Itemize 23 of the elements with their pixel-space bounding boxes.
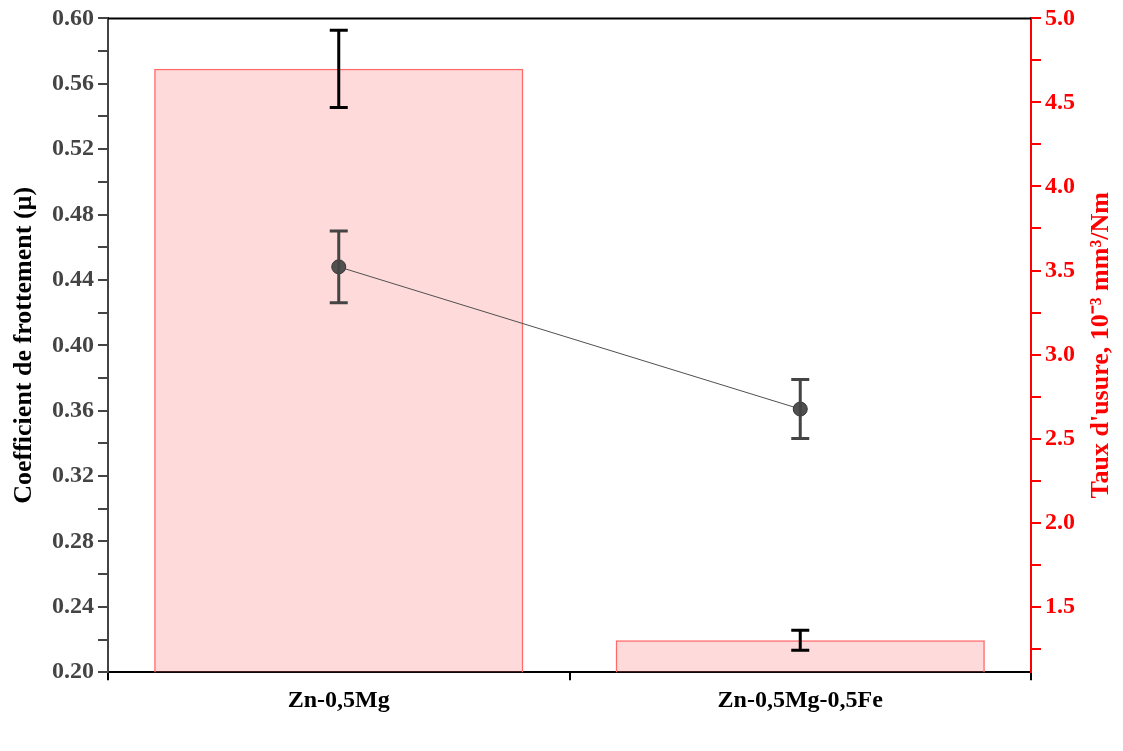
- y-tick-label: 0.40: [52, 330, 94, 357]
- y2-tick-label: 4.5: [1045, 87, 1075, 114]
- y2-tick-label: 1.5: [1045, 591, 1075, 618]
- y2-tick-label: 3.5: [1045, 255, 1075, 282]
- y-tick-label: 0.24: [52, 592, 94, 619]
- y2-tick-label: 4.0: [1045, 171, 1075, 198]
- y-tick-label: 0.48: [52, 199, 94, 226]
- x-tick-label: Zn-0,5Mg: [287, 685, 390, 712]
- y-tick-label: 0.32: [52, 461, 94, 488]
- y-tick-label: 0.36: [52, 395, 94, 422]
- y2-tick-label: 2.0: [1045, 507, 1075, 534]
- y2-tick-label: 5.0: [1045, 3, 1075, 30]
- y2-tick-label: 3.0: [1045, 339, 1075, 366]
- y-tick-label: 0.28: [52, 526, 94, 553]
- x-tick-label: Zn-0,5Mg-0,5Fe: [717, 685, 884, 712]
- y-tick-label: 0.52: [52, 134, 94, 161]
- y-tick-label: 0.56: [52, 68, 94, 95]
- y-tick-label: 0.44: [52, 265, 94, 292]
- y-tick-label: 0.60: [52, 3, 94, 30]
- y-tick-label: 0.20: [52, 657, 94, 684]
- y-axis-title: Coefficient de frottement (µ): [7, 186, 37, 504]
- y2-tick-label: 2.5: [1045, 423, 1075, 450]
- y2-axis-title: Taux d'usure, 10⁻³ mm³/Nm: [1084, 191, 1114, 499]
